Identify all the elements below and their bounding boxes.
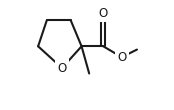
Text: O: O: [117, 51, 126, 64]
Text: O: O: [99, 7, 108, 20]
Text: O: O: [57, 61, 67, 75]
